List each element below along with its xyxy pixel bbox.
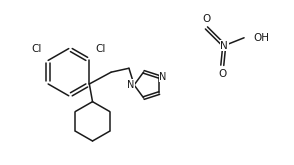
- Text: O: O: [218, 69, 226, 79]
- Text: N: N: [127, 80, 134, 90]
- Text: N: N: [220, 41, 228, 51]
- Text: OH: OH: [253, 33, 269, 43]
- Text: Cl: Cl: [95, 45, 106, 54]
- Text: O: O: [202, 14, 211, 24]
- Text: N: N: [159, 72, 167, 82]
- Text: Cl: Cl: [32, 45, 42, 54]
